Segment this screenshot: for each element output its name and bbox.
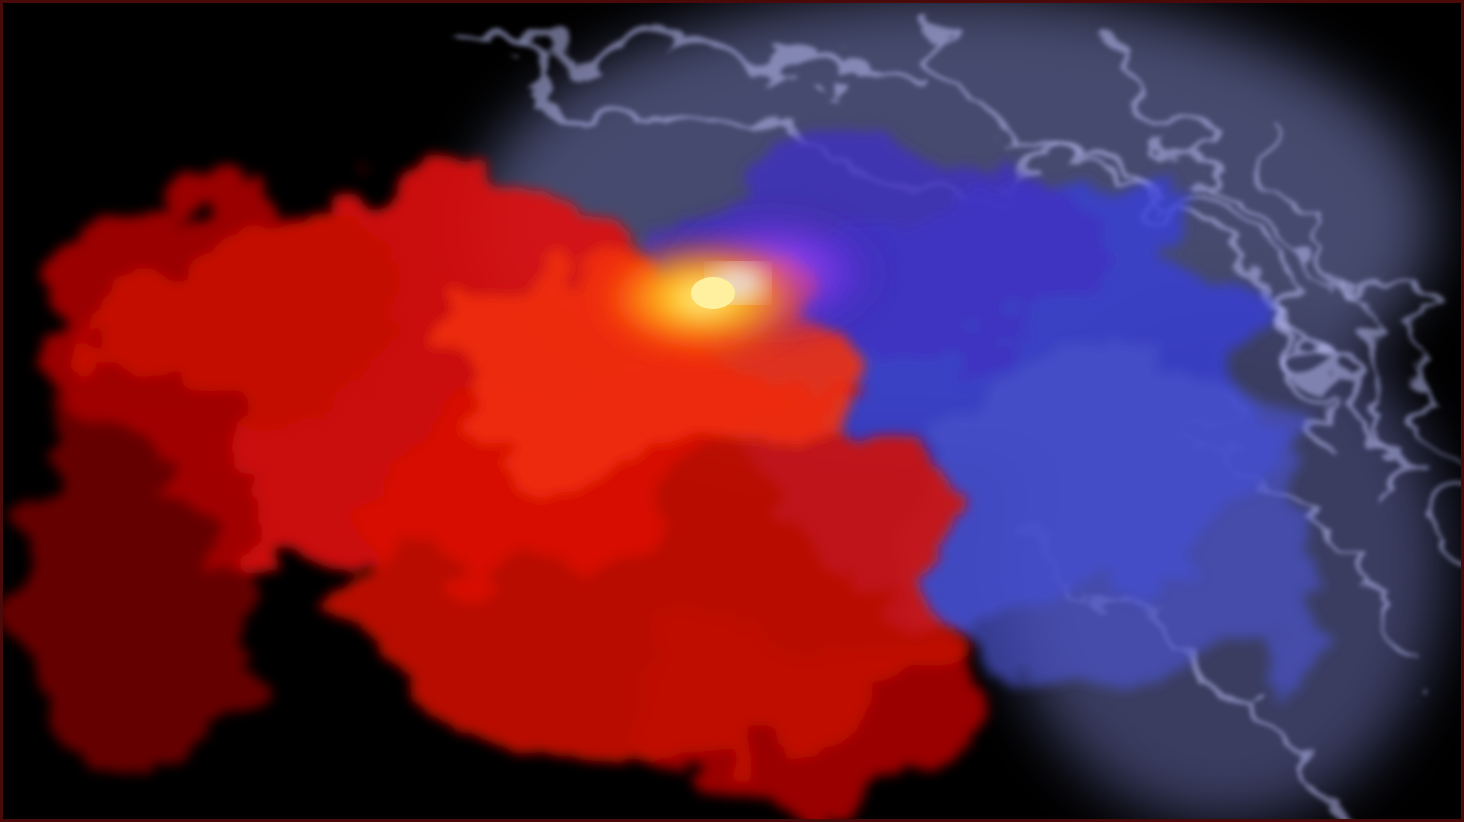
simulation-image bbox=[3, 3, 1461, 819]
red-cloud bbox=[23, 173, 983, 803]
wisps bbox=[429, 3, 1447, 819]
core-region bbox=[593, 203, 893, 358]
